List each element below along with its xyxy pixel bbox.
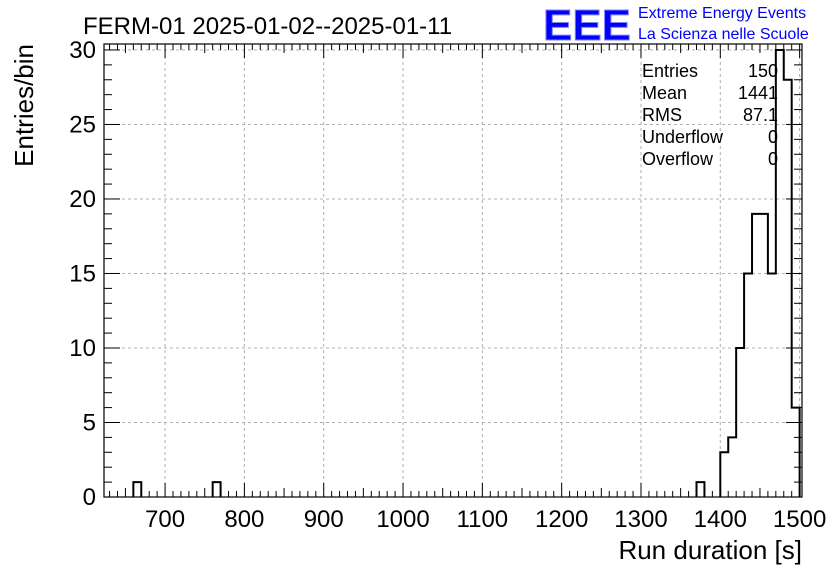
stats-value: 87.1 <box>743 105 778 125</box>
logo-line-2: La Scienza nelle Scuole <box>638 26 809 43</box>
stats-label: RMS <box>642 105 682 125</box>
x-tick-label-1000: 1000 <box>376 506 429 533</box>
stats-label: Overflow <box>642 149 714 169</box>
y-tick-label-0: 0 <box>83 484 96 511</box>
y-axis-label: Entries/bin <box>9 44 39 167</box>
hist-bin-1450 <box>760 214 768 497</box>
y-tick-label-30: 30 <box>69 37 96 64</box>
hist-bin-760 <box>213 482 221 497</box>
x-axis-label: Run duration [s] <box>618 535 802 565</box>
hist-bin-660 <box>133 482 141 497</box>
hist-bin-1400 <box>720 452 728 497</box>
tick-labels: 700 800 900 1000 1100 1200 1300 1400 15000510152… <box>69 37 826 533</box>
x-tick-label-700: 700 <box>145 506 185 533</box>
histogram-bins <box>132 48 801 497</box>
stats-value: 0 <box>768 127 778 147</box>
statistics-box: Entries 150 Mean 1441 RMS 87.1 Underflow 0 Overf… <box>642 61 778 169</box>
y-tick-label-25: 25 <box>69 111 96 138</box>
x-tick-label-800: 800 <box>224 506 264 533</box>
histogram-outline <box>132 48 801 497</box>
stats-label: Entries <box>642 61 698 81</box>
x-tick-label-900: 900 <box>304 506 344 533</box>
stats-label: Mean <box>642 83 687 103</box>
stats-value: 150 <box>748 61 778 81</box>
stats-value: 1441 <box>738 83 778 103</box>
stats-value: 0 <box>768 149 778 169</box>
x-tick-label-1100: 1100 <box>457 506 509 533</box>
axis-ticks <box>104 44 802 498</box>
chart-title: FERM-01 2025-01-02--2025-01-11 <box>83 13 452 40</box>
plot-frame <box>103 43 803 498</box>
x-tick-label-1500: 1500 <box>773 506 826 533</box>
grid <box>104 44 802 497</box>
y-tick-label-20: 20 <box>69 186 96 213</box>
x-tick-label-1400: 1400 <box>694 506 747 533</box>
hist-bin-1460 <box>768 273 776 497</box>
stats-label: Underflow <box>642 127 724 147</box>
hist-bin-1440 <box>752 214 760 497</box>
y-tick-label-15: 15 <box>69 260 96 287</box>
hist-bin-1370 <box>697 482 705 497</box>
hist-bin-1430 <box>744 273 752 497</box>
hist-bin-1410 <box>728 437 736 497</box>
y-tick-label-10: 10 <box>69 335 96 362</box>
logo: EEE Extreme Energy Events La Scienza nel… <box>543 1 809 51</box>
x-tick-label-1300: 1300 <box>614 506 667 533</box>
y-tick-label-5: 5 <box>83 409 96 436</box>
logo-line-1: Extreme Energy Events <box>638 5 806 22</box>
x-tick-label-1200: 1200 <box>535 506 588 533</box>
logo-mark: EEE <box>543 1 631 50</box>
hist-bin-1480 <box>784 80 792 497</box>
hist-bin-1420 <box>736 348 744 497</box>
